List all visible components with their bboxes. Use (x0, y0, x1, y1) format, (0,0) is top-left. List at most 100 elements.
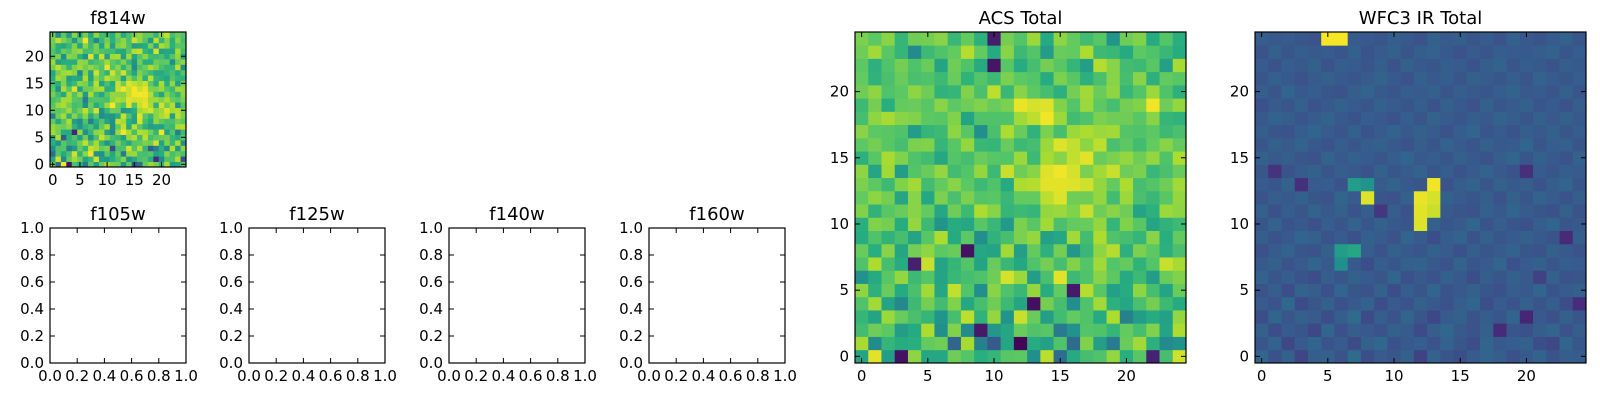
heatmap-cell (98, 86, 105, 92)
heatmap-cell (855, 151, 869, 165)
heatmap-cell (1360, 270, 1375, 284)
heatmap-cell (1159, 230, 1174, 245)
heatmap-cell (1559, 71, 1574, 86)
heatmap-cell (169, 32, 176, 38)
heatmap-cell (1053, 296, 1068, 311)
heatmap-cell (1268, 111, 1282, 126)
heatmap-cell (907, 137, 922, 152)
heatmap-cell (169, 48, 176, 54)
heatmap-cell (868, 151, 882, 165)
heatmap-cell (907, 151, 922, 165)
heatmap-cell (180, 69, 187, 76)
heatmap-cell (158, 118, 165, 125)
heatmap-cell (131, 37, 138, 44)
heatmap-cell (974, 323, 988, 337)
heatmap-cell (1533, 204, 1547, 218)
heatmap-cell (1119, 177, 1134, 192)
heatmap-cell (974, 45, 988, 59)
heatmap-cell (1493, 190, 1507, 205)
heatmap-cell (1255, 257, 1269, 271)
heatmap-cell (158, 64, 165, 71)
heatmap-cell (66, 113, 73, 119)
y-tick-label: 0.6 (419, 273, 443, 291)
heatmap-cell (88, 32, 94, 38)
heatmap-cell (1146, 204, 1160, 218)
heatmap-cell (88, 75, 94, 81)
heatmap-cell (104, 48, 111, 54)
heatmap-cell (66, 134, 73, 141)
heatmap-cell (109, 91, 116, 98)
heatmap-cell (109, 107, 116, 114)
heatmap-cell (1027, 84, 1041, 99)
heatmap-cell (60, 118, 67, 125)
heatmap-cell (947, 283, 962, 298)
heatmap-cell (1172, 243, 1187, 258)
heatmap-cell (881, 204, 896, 218)
heatmap-cell (1040, 45, 1054, 59)
heatmap-cell (120, 113, 127, 119)
heatmap-cell (974, 296, 988, 311)
heatmap-cell (98, 42, 105, 49)
heatmap-cell (855, 71, 869, 86)
heatmap-cell (1053, 310, 1068, 324)
heatmap-cell (868, 336, 882, 351)
heatmap-cell (1066, 336, 1081, 351)
y-tick-label: 5 (34, 128, 44, 146)
heatmap-cell (1093, 84, 1107, 99)
heatmap-cell (50, 37, 56, 44)
heatmap-cell (1480, 323, 1494, 337)
heatmap-cell (1080, 98, 1094, 112)
heatmap-cell (1427, 336, 1441, 351)
heatmap-cell (1427, 84, 1441, 99)
x-tick-label: 0 (48, 171, 58, 189)
heatmap-cell (1506, 283, 1521, 298)
heatmap-cell (1133, 151, 1147, 165)
heatmap-cell (987, 349, 1002, 364)
heatmap-cell (82, 59, 89, 65)
heatmap-cell (1572, 283, 1587, 298)
heatmap-cell (868, 217, 882, 231)
heatmap-cell (109, 53, 116, 60)
heatmap-cell (158, 37, 165, 44)
heatmap-cell (1294, 296, 1309, 311)
heatmap-cell (868, 71, 882, 86)
heatmap-cell (164, 118, 171, 125)
heatmap-cell (894, 217, 909, 231)
heatmap-cell (881, 124, 896, 139)
heatmap-cell (1307, 296, 1322, 311)
heatmap-cell (1172, 151, 1187, 165)
heatmap-cell (158, 150, 165, 157)
axes-frame (448, 227, 586, 364)
heatmap-cell (126, 102, 132, 108)
heatmap-cell (147, 53, 154, 60)
heatmap-cell (1360, 349, 1375, 364)
heatmap-cell (1172, 230, 1187, 245)
heatmap-cell (50, 75, 56, 81)
heatmap-cell (147, 64, 154, 71)
heatmap-cell (1533, 230, 1547, 245)
heatmap-cell (1559, 98, 1574, 112)
heatmap-cell (1013, 243, 1028, 258)
heatmap-cell (947, 336, 962, 351)
heatmap-cell (98, 107, 105, 114)
heatmap-cell (109, 118, 116, 125)
heatmap-cell (1146, 111, 1160, 126)
panel-title: f814w (90, 8, 145, 29)
heatmap-cell (131, 113, 138, 119)
heatmap-cell (180, 113, 187, 119)
heatmap-cell (93, 80, 100, 87)
heatmap-cell (960, 283, 975, 298)
heatmap-cell (1080, 257, 1094, 271)
heatmap-cell (947, 151, 962, 165)
heatmap-cell (1572, 151, 1587, 165)
heatmap-cell (1133, 164, 1147, 179)
heatmap-cell (104, 75, 111, 81)
heatmap-cell (131, 59, 138, 65)
heatmap-cell (88, 113, 94, 119)
heatmap-cell (1321, 190, 1335, 205)
heatmap-cell (855, 137, 869, 152)
heatmap-cell (1281, 230, 1296, 245)
heatmap-cell (1506, 349, 1521, 364)
heatmap-cell (855, 84, 869, 99)
